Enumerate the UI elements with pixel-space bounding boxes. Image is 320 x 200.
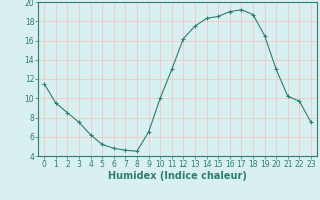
X-axis label: Humidex (Indice chaleur): Humidex (Indice chaleur) xyxy=(108,171,247,181)
